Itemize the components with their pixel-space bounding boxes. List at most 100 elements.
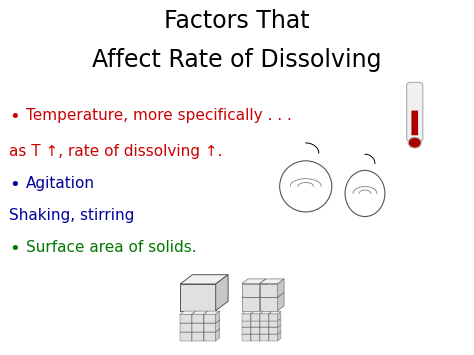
Polygon shape [251,318,263,321]
Polygon shape [180,314,192,323]
Polygon shape [180,311,196,314]
Ellipse shape [408,137,421,148]
FancyBboxPatch shape [411,111,418,135]
Polygon shape [242,284,260,297]
Text: Agitation: Agitation [26,176,95,191]
Polygon shape [204,329,220,332]
Polygon shape [204,332,216,341]
Polygon shape [204,320,220,323]
Polygon shape [260,279,266,297]
Polygon shape [180,323,192,332]
Polygon shape [278,318,281,327]
Polygon shape [192,314,204,323]
Polygon shape [269,318,272,327]
Polygon shape [242,325,254,327]
Polygon shape [204,323,216,332]
Polygon shape [251,327,260,334]
Polygon shape [180,284,216,311]
Polygon shape [251,314,260,321]
Polygon shape [251,318,254,327]
Polygon shape [269,334,278,341]
Polygon shape [251,321,260,327]
Polygon shape [180,329,196,332]
Polygon shape [269,318,281,321]
Polygon shape [260,332,272,334]
Polygon shape [242,279,266,284]
Polygon shape [180,332,192,341]
Polygon shape [269,311,281,314]
Polygon shape [269,321,278,327]
Polygon shape [251,332,254,341]
Polygon shape [204,320,208,332]
Polygon shape [260,325,263,334]
Polygon shape [192,329,196,341]
Polygon shape [192,329,208,332]
Text: •: • [9,108,20,126]
Polygon shape [192,332,204,341]
Polygon shape [260,318,263,327]
Polygon shape [260,279,284,284]
Polygon shape [260,314,269,321]
Polygon shape [204,311,220,314]
Polygon shape [269,311,272,321]
Polygon shape [260,318,272,321]
Polygon shape [260,327,269,334]
Polygon shape [251,311,263,314]
Polygon shape [260,325,272,327]
Polygon shape [251,325,254,334]
Polygon shape [278,325,281,334]
Polygon shape [278,332,281,341]
Polygon shape [260,293,284,297]
Polygon shape [260,297,278,311]
Text: Shaking, stirring: Shaking, stirring [9,208,135,223]
Polygon shape [242,332,254,334]
Polygon shape [269,314,278,321]
Polygon shape [242,297,260,311]
Polygon shape [251,311,254,321]
Polygon shape [216,275,228,311]
Polygon shape [269,332,281,334]
Polygon shape [204,329,208,341]
Polygon shape [192,323,204,332]
Polygon shape [216,311,220,323]
Polygon shape [242,318,254,321]
Polygon shape [242,321,251,327]
Polygon shape [242,334,251,341]
Polygon shape [269,327,278,334]
Polygon shape [242,311,254,314]
Polygon shape [242,327,251,334]
Polygon shape [192,311,208,314]
Polygon shape [278,311,281,321]
Polygon shape [180,275,228,284]
Polygon shape [192,320,196,332]
Polygon shape [260,334,269,341]
Polygon shape [180,320,196,323]
Polygon shape [260,284,278,297]
Text: Factors That: Factors That [164,9,310,33]
Polygon shape [242,293,266,297]
Polygon shape [260,311,263,321]
Polygon shape [204,311,208,323]
Polygon shape [242,314,251,321]
Text: Affect Rate of Dissolving: Affect Rate of Dissolving [92,48,382,72]
Text: •: • [9,240,20,258]
Polygon shape [216,320,220,332]
Polygon shape [192,320,208,323]
Polygon shape [204,314,216,323]
Polygon shape [278,293,284,311]
Polygon shape [260,332,263,341]
Polygon shape [269,325,272,334]
Polygon shape [278,279,284,297]
Text: Temperature, more specifically . . .: Temperature, more specifically . . . [26,108,292,123]
Polygon shape [260,293,266,311]
FancyBboxPatch shape [407,82,423,141]
Polygon shape [192,311,196,323]
Text: as T ↑, rate of dissolving ↑.: as T ↑, rate of dissolving ↑. [9,144,223,159]
Polygon shape [251,325,263,327]
Polygon shape [260,321,269,327]
Polygon shape [251,332,263,334]
Text: •: • [9,176,20,194]
Polygon shape [251,334,260,341]
Polygon shape [216,329,220,341]
Text: Surface area of solids.: Surface area of solids. [26,240,197,255]
